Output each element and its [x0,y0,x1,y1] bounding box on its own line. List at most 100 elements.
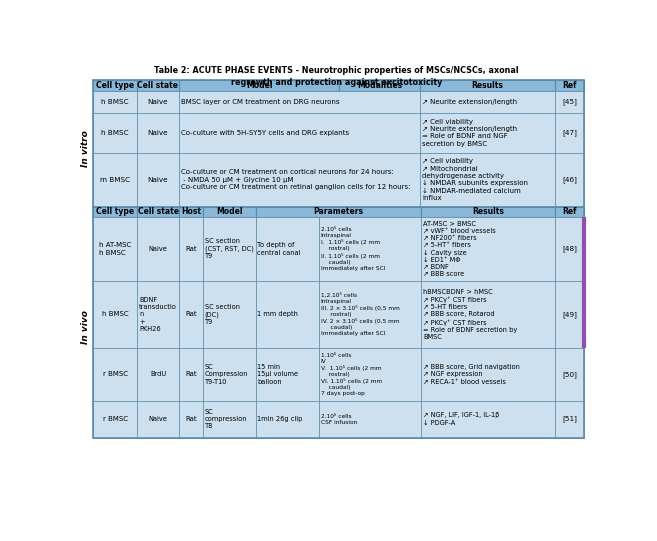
Bar [137,91,179,113]
Text: BrdU: BrdU [150,372,166,378]
Bar [319,281,421,348]
Text: ↗ Neurite extension/length: ↗ Neurite extension/length [422,99,517,105]
Bar [203,348,256,401]
Bar [555,153,584,207]
Text: Naive: Naive [148,99,168,105]
Bar [137,401,179,438]
Bar [93,80,584,438]
Text: SC
Compression
T9-T10: SC Compression T9-T10 [204,364,248,385]
Bar [137,207,179,217]
Bar [203,281,256,348]
Text: 1,2.10⁵ cells
Intraspinal
III. 2 × 3.10⁵ cells (0,5 mm
     rostral)
IV. 2 × 3.1: 1,2.10⁵ cells Intraspinal III. 2 × 3.10⁵… [321,293,399,337]
Text: [47]: [47] [562,129,577,136]
Bar [421,348,555,401]
Text: Cell state: Cell state [137,81,179,90]
Text: Naive: Naive [148,416,168,422]
Bar [555,281,584,348]
Text: Parameters: Parameters [313,208,363,216]
Bar [340,80,420,91]
Text: Host: Host [181,208,201,216]
Text: BDNF
transductio
n
+
PKH26: BDNF transductio n + PKH26 [139,297,177,332]
Bar [420,91,555,113]
Text: Co-culture or CM treatment on cortical neurons for 24 hours:
 - NMDA 50 μM + Gly: Co-culture or CM treatment on cortical n… [181,169,411,190]
Bar [93,153,137,207]
Bar [319,348,421,401]
Text: Naive: Naive [148,246,168,252]
Text: Model: Model [246,81,273,90]
Bar [179,91,420,113]
Text: h BMSC: h BMSC [101,130,129,136]
Text: In vitro: In vitro [81,130,91,167]
Text: 1 mm depth: 1 mm depth [257,312,298,318]
Bar [179,348,203,401]
Bar [93,217,137,281]
Text: Ref: Ref [562,208,577,216]
Bar [203,207,256,217]
Bar [421,401,555,438]
Text: Naive: Naive [148,177,168,183]
Bar [421,217,555,281]
Bar [179,401,203,438]
Text: AT-MSC > BMSC
↗ vWF⁺ blood vessels
↗ NF200⁺ fibers
↗ 5-HT⁺ fibers
↓ Cavity size
: AT-MSC > BMSC ↗ vWF⁺ blood vessels ↗ NF2… [423,221,496,278]
Text: 1min 26g clip: 1min 26g clip [257,416,303,422]
Text: hBMSCBDNF > hMSC
↗ PKCγ⁺ CST fibers
↗ 5-HT fibers
↗ BBB score, Rotarod
↗ PKCγ⁺ C: hBMSCBDNF > hMSC ↗ PKCγ⁺ CST fibers ↗ 5-… [423,289,518,340]
Text: Table 2: ACUTE PHASE EVENTS - Neurotrophic properties of MSCs/NCSCs, axonal
regr: Table 2: ACUTE PHASE EVENTS - Neurotroph… [154,67,519,87]
Text: Rat: Rat [185,372,197,378]
Bar [203,217,256,281]
Text: [51]: [51] [562,415,577,423]
Text: Model: Model [216,208,242,216]
Bar [179,207,203,217]
Text: Co-culture with 5H-SY5Y cells and DRG explants: Co-culture with 5H-SY5Y cells and DRG ex… [181,130,350,136]
Bar [256,217,319,281]
Text: 1.10⁶ cells
IV
V.  1.10⁵ cells (2 mm
    rostral)
VI. 1.10⁵ cells (2 mm
    caud: 1.10⁶ cells IV V. 1.10⁵ cells (2 mm rost… [321,353,382,396]
Bar [421,207,555,217]
Bar [256,207,421,217]
Bar [93,80,137,91]
Bar [256,401,319,438]
Bar [93,91,137,113]
Text: To depth of
central canal: To depth of central canal [257,242,301,255]
Bar [256,281,319,348]
Bar [179,281,203,348]
Bar [137,217,179,281]
Text: h AT-MSC
h BMSC: h AT-MSC h BMSC [99,242,131,255]
Bar [93,401,137,438]
Bar [179,217,203,281]
Text: Cell type: Cell type [96,208,134,216]
Text: [46]: [46] [562,176,577,183]
Bar [137,80,179,91]
Text: Naive: Naive [148,130,168,136]
Bar [93,281,137,348]
Text: BMSC layer or CM treatment on DRG neurons: BMSC layer or CM treatment on DRG neuron… [181,99,340,105]
Bar [319,217,421,281]
Bar [420,153,555,207]
Text: Modalities: Modalities [357,81,402,90]
Bar [203,401,256,438]
Bar [420,113,555,153]
Text: h BMSC: h BMSC [101,99,129,105]
Text: 2.10⁶ cells
CSF infusion: 2.10⁶ cells CSF infusion [321,414,357,425]
Text: Cell state: Cell state [138,208,179,216]
Text: [49]: [49] [562,311,577,318]
Bar [555,80,584,91]
Text: m BMSC: m BMSC [100,177,130,183]
Text: SC
compression
T8: SC compression T8 [204,409,247,430]
Text: h BMSC: h BMSC [102,312,128,318]
Text: ↗ NGF, LIF, IGF-1, IL-1β
↓ PDGF-A: ↗ NGF, LIF, IGF-1, IL-1β ↓ PDGF-A [423,412,499,426]
Bar [179,153,420,207]
Text: 15 min
15μl volume
balloon: 15 min 15μl volume balloon [257,364,298,385]
Text: Cell type: Cell type [96,81,134,90]
Text: ↗ BBB score, Grid navigation
↗ NGF expression
↗ RECA-1⁺ blood vessels: ↗ BBB score, Grid navigation ↗ NGF expre… [423,364,520,385]
Text: Results: Results [472,208,504,216]
Bar [555,348,584,401]
Bar [256,348,319,401]
Text: SC section
(CST, RST, DC)
T9: SC section (CST, RST, DC) T9 [204,239,254,260]
Text: r BMSC: r BMSC [102,372,127,378]
Text: [45]: [45] [562,98,577,105]
Bar [137,113,179,153]
Text: [50]: [50] [562,371,577,378]
Text: Rat: Rat [185,416,197,422]
Bar [179,113,420,153]
Bar [555,401,584,438]
Bar [179,80,340,91]
